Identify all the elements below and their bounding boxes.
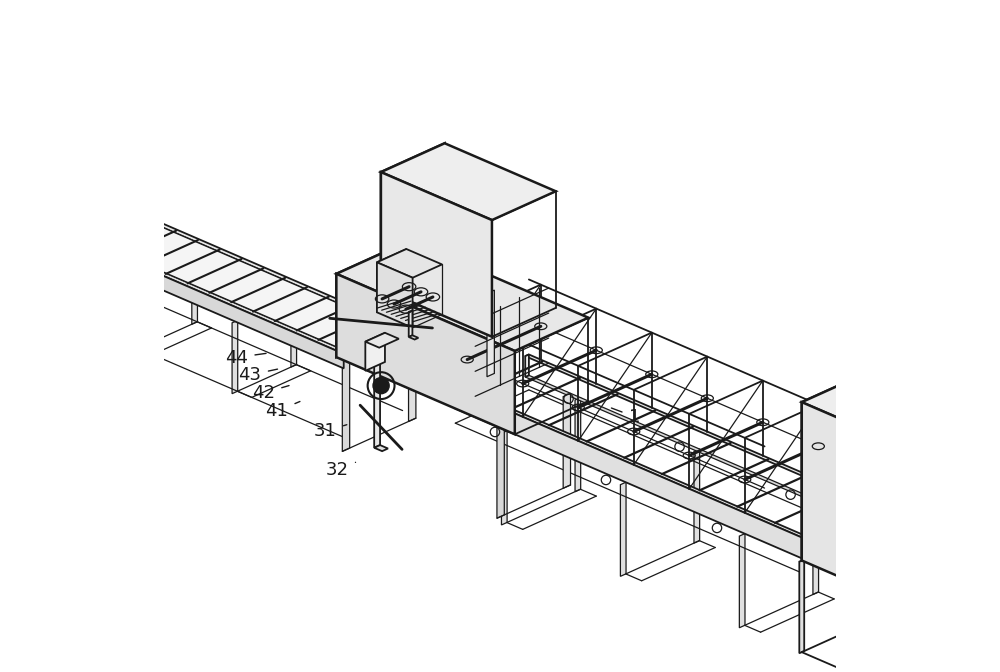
Polygon shape — [377, 249, 406, 312]
Polygon shape — [620, 482, 626, 577]
Text: 41: 41 — [265, 401, 300, 420]
Text: 6: 6 — [431, 235, 451, 259]
Polygon shape — [73, 187, 403, 329]
Polygon shape — [877, 403, 948, 589]
Polygon shape — [51, 196, 56, 261]
Polygon shape — [563, 393, 571, 489]
Text: 32: 32 — [326, 462, 356, 479]
Polygon shape — [291, 294, 297, 367]
Text: 1: 1 — [611, 408, 640, 425]
Polygon shape — [19, 213, 344, 368]
Polygon shape — [336, 324, 509, 400]
Polygon shape — [409, 327, 416, 421]
Polygon shape — [739, 534, 745, 628]
Polygon shape — [525, 375, 878, 528]
Polygon shape — [56, 159, 88, 210]
Polygon shape — [694, 449, 700, 543]
Polygon shape — [802, 367, 999, 454]
Polygon shape — [813, 500, 819, 595]
Polygon shape — [501, 431, 507, 525]
Polygon shape — [336, 274, 515, 434]
Polygon shape — [878, 524, 883, 618]
Polygon shape — [83, 210, 88, 275]
Polygon shape — [918, 611, 923, 672]
Polygon shape — [342, 356, 350, 452]
Text: 5: 5 — [459, 255, 482, 281]
Text: 42: 42 — [252, 384, 289, 402]
Polygon shape — [336, 241, 410, 358]
Polygon shape — [374, 341, 380, 448]
Polygon shape — [19, 239, 24, 304]
Polygon shape — [409, 335, 418, 339]
Polygon shape — [525, 355, 878, 507]
Polygon shape — [381, 143, 445, 289]
Polygon shape — [455, 388, 804, 559]
Polygon shape — [525, 355, 529, 377]
Circle shape — [373, 378, 389, 394]
Polygon shape — [497, 423, 504, 518]
Polygon shape — [232, 321, 238, 394]
Polygon shape — [0, 187, 24, 239]
Polygon shape — [381, 172, 492, 337]
Polygon shape — [374, 445, 388, 451]
Polygon shape — [336, 241, 588, 351]
Text: 31: 31 — [314, 423, 347, 440]
Text: 43: 43 — [239, 366, 278, 384]
Polygon shape — [997, 575, 1000, 669]
Polygon shape — [105, 213, 110, 286]
Polygon shape — [377, 249, 442, 278]
Polygon shape — [802, 367, 880, 560]
Polygon shape — [377, 262, 413, 328]
Polygon shape — [365, 333, 399, 347]
Polygon shape — [365, 333, 385, 371]
Polygon shape — [192, 251, 197, 324]
Polygon shape — [575, 397, 581, 492]
Polygon shape — [19, 211, 348, 354]
Polygon shape — [381, 143, 556, 220]
Polygon shape — [455, 386, 459, 409]
Polygon shape — [455, 386, 808, 538]
Polygon shape — [802, 402, 921, 612]
Polygon shape — [46, 240, 51, 313]
Polygon shape — [23, 189, 398, 352]
Polygon shape — [409, 310, 412, 337]
Polygon shape — [799, 559, 804, 653]
Polygon shape — [133, 278, 139, 351]
Text: 44: 44 — [225, 349, 266, 366]
Polygon shape — [0, 159, 88, 201]
Polygon shape — [0, 159, 56, 225]
Polygon shape — [487, 290, 494, 377]
